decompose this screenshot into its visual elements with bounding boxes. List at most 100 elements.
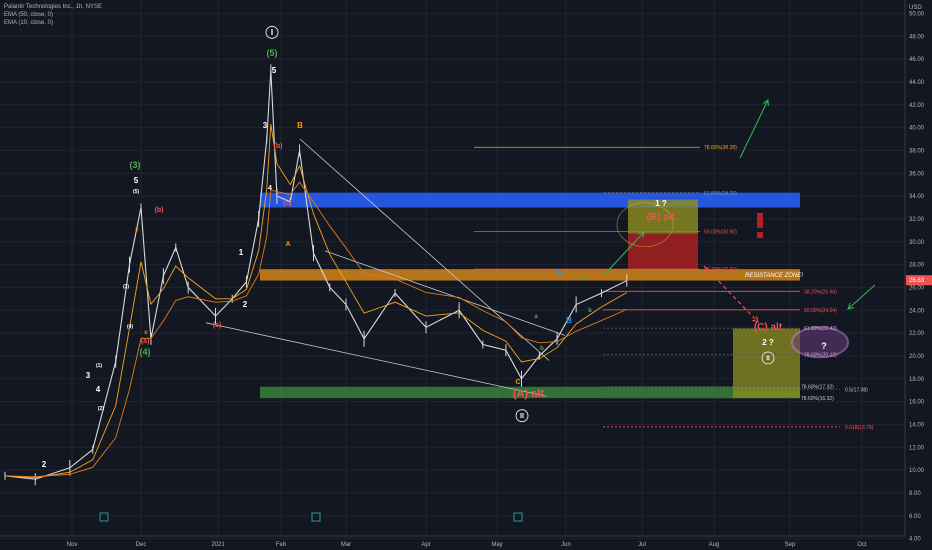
wave-label: II <box>766 356 770 362</box>
x-tick-label: Jun <box>561 542 571 548</box>
y-tick-label: 32.00 <box>909 217 925 223</box>
wave-annotation: ? <box>821 341 827 351</box>
resistance-zone-orange[interactable] <box>260 269 800 281</box>
wave-annotation: 1 ? <box>655 199 667 208</box>
wave-label: c <box>135 227 139 233</box>
ema-10-line <box>4 123 628 479</box>
y-tick-label: 40.00 <box>909 126 925 132</box>
wave-annotation: (B) alt. <box>646 212 677 223</box>
wave-label: B <box>297 121 303 130</box>
x-tick-label: Apr <box>421 542 430 548</box>
fib-level-label: 61.80%(34.29) <box>704 191 737 197</box>
wave-label: (b) <box>274 143 283 150</box>
wave-label: C <box>515 379 520 386</box>
wave-label: (5) <box>133 189 139 195</box>
x-tick-label: May <box>491 542 502 548</box>
wave-label: A <box>556 269 562 278</box>
y-tick-label: 30.00 <box>909 240 925 246</box>
wave-label: 4 <box>96 385 101 394</box>
earnings-marker-icon[interactable] <box>311 512 321 522</box>
wave-label: B <box>566 316 572 325</box>
current-price-value: 26.63 <box>909 278 925 284</box>
target-ellipse-c[interactable] <box>791 326 849 359</box>
fib-level-label: 50.00%(30.90) <box>704 229 737 235</box>
wave-label: 2 <box>42 460 47 469</box>
wave-label: (4) <box>140 347 151 357</box>
wave-circle-marker <box>761 351 775 365</box>
x-tick-label: Nov <box>67 542 78 548</box>
wave-label: 5 <box>134 176 139 185</box>
arrow-back-to-c <box>847 284 876 310</box>
y-tick-label: 24.00 <box>909 308 925 314</box>
wave-annotation: 2 ? <box>762 338 774 347</box>
wave-annotation: (C) alt <box>754 322 783 333</box>
wave-label: a <box>534 314 538 320</box>
wave-circle-marker <box>515 409 529 423</box>
y-tick-label: 20.00 <box>909 354 925 360</box>
fib-level-label: 61.80%(22.43) <box>804 326 837 332</box>
y-tick-label: 10.00 <box>909 468 925 474</box>
y-tick-label: 12.00 <box>909 445 925 451</box>
wave-label: (5) <box>267 48 278 58</box>
wave-label: c <box>144 330 148 336</box>
wave-label: (3) <box>130 160 141 170</box>
chart-legend: Palantir Technologies Inc., 1h, NYSE EMA… <box>4 3 102 27</box>
wave-circle-marker <box>265 25 279 39</box>
exclamation-bar <box>757 213 763 228</box>
wave-label: I <box>271 28 273 37</box>
arrow-up-long <box>739 99 769 159</box>
wave-label: 3 <box>86 371 91 380</box>
y-tick-label: 26.00 <box>909 285 925 291</box>
y-tick-label: 50.00 <box>909 11 925 17</box>
x-tick-label: Mar <box>341 542 351 548</box>
fib-level-label: 78.60%(38.28) <box>704 145 737 151</box>
arrow-up-to-b-head <box>638 231 645 238</box>
x-tick-label: Jul <box>638 542 646 548</box>
wave-label: (a) <box>141 338 150 345</box>
y-tick-label: 34.00 <box>909 194 925 200</box>
y-tick-label: 46.00 <box>909 57 925 63</box>
arrow-up-to-b <box>605 231 645 274</box>
resistance-zone-label: RESISTANCE ZONE! <box>745 273 803 279</box>
ema-50-line <box>4 181 627 478</box>
currency-label: USD <box>909 5 922 11</box>
y-tick-label: 48.00 <box>909 34 925 40</box>
y-tick-label: 18.00 <box>909 377 925 383</box>
fib-level-label: 78.60%(20.12) <box>804 353 837 359</box>
fib-level-label: 78.60%(16.32) <box>801 396 834 402</box>
trendline-lower <box>205 322 546 397</box>
fib-level-label: 0.5(17.08) <box>845 387 868 393</box>
fib-level-label: 0.618(13.79) <box>845 425 874 431</box>
y-tick-label: 36.00 <box>909 171 925 177</box>
arrow-down-to-c-head <box>752 316 759 323</box>
y-tick-label: 28.00 <box>909 263 925 269</box>
wave-label: (2) <box>98 406 104 412</box>
x-tick-label: Sep <box>785 542 796 548</box>
wave-label: 2 <box>243 300 248 309</box>
fib-level-label: 50.00%(24.04) <box>804 308 837 314</box>
indicator-ema-50[interactable]: EMA (50, close, 0) <box>4 12 54 18</box>
wave-label: (1) <box>96 363 102 369</box>
current-price-tag[interactable] <box>906 275 932 286</box>
wave-label: b <box>588 308 592 314</box>
earnings-marker-icon[interactable] <box>513 512 523 522</box>
arrow-down-to-c <box>703 265 759 323</box>
earnings-marker-icon[interactable] <box>99 512 109 522</box>
x-tick-label: Dec <box>136 542 147 548</box>
indicator-ema-10[interactable]: EMA (10, close, 0) <box>4 20 54 26</box>
y-tick-label: 22.00 <box>909 331 925 337</box>
wave-label: b <box>540 346 544 352</box>
y-tick-label: 8.00 <box>909 491 921 497</box>
wave-b-target-box-red[interactable] <box>628 233 698 270</box>
wave-label: A <box>285 241 290 248</box>
fib-level-label: 38.20%(25.66) <box>804 289 837 295</box>
wave-b-target-box-yellow[interactable] <box>628 199 698 234</box>
wave-label: (c) <box>283 200 292 207</box>
wave-label: 1 <box>239 248 244 257</box>
exclamation-dot <box>757 232 763 238</box>
wave-label: II <box>520 413 524 420</box>
arrow-up-long-head <box>762 98 769 107</box>
wave-label: (3) <box>123 284 129 290</box>
